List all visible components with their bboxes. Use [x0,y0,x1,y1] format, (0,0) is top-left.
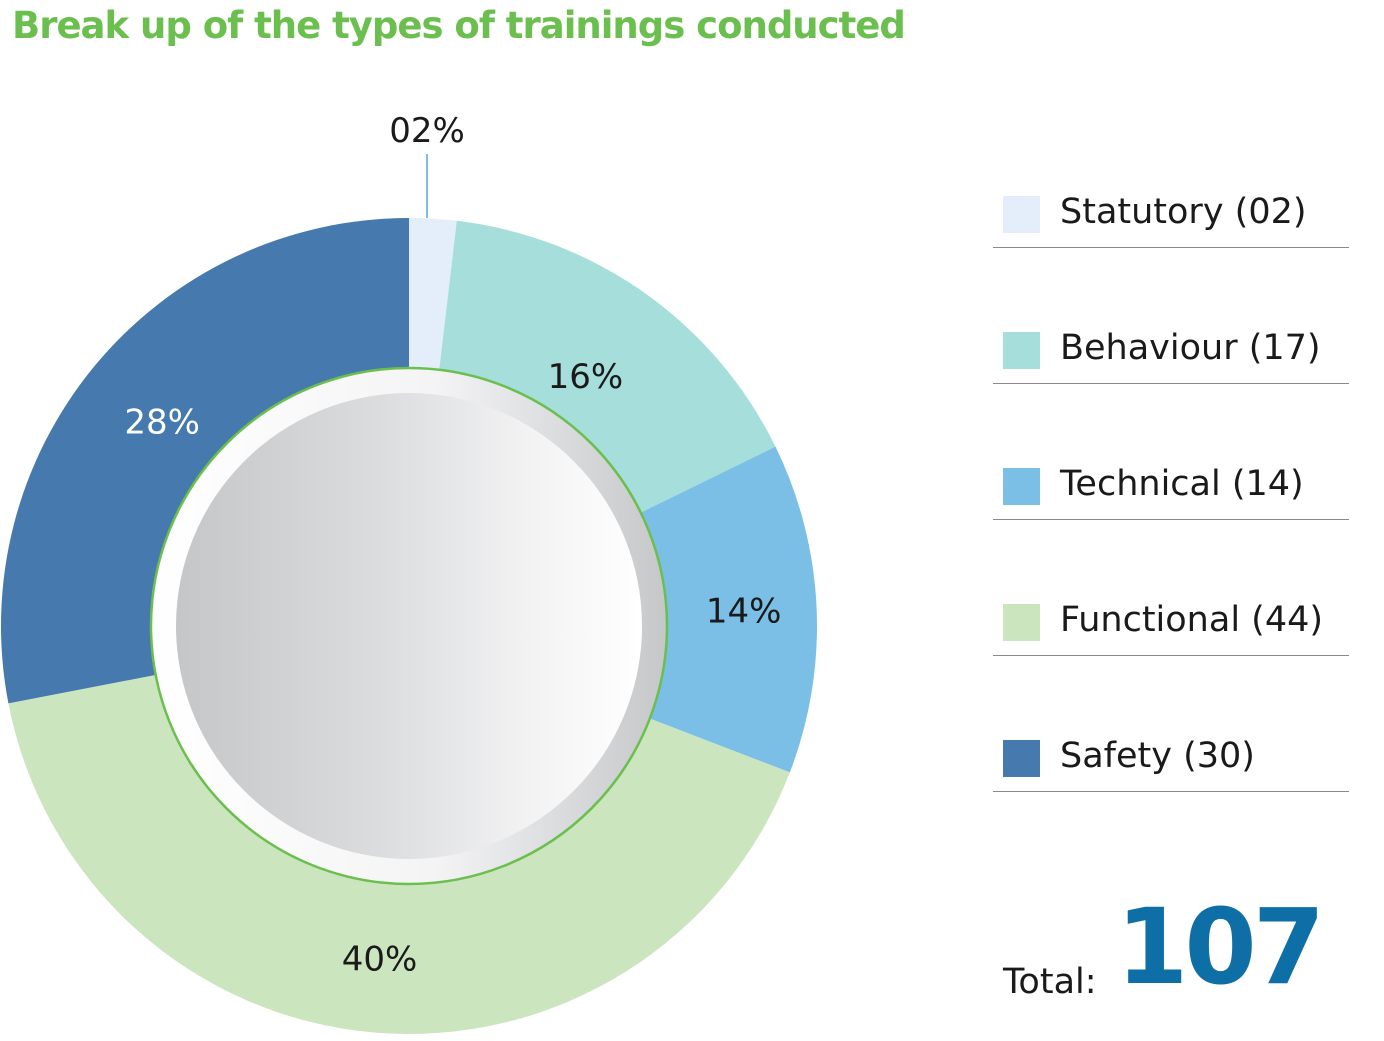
legend-label: Statutory (02) [1060,192,1307,232]
legend-label: Technical (14) [1060,464,1304,504]
total-label: Total: [1003,962,1097,1002]
legend: Statutory (02) Behaviour (17) Technical (1… [993,184,1349,864]
legend-item-statutory: Statutory (02) [993,184,1349,320]
legend-swatch [1003,196,1040,233]
legend-item-safety: Safety (30) [993,728,1349,864]
slice-label-statutory: 02% [389,111,465,151]
legend-divider [993,383,1349,384]
slice-label-functional: 40% [342,940,418,980]
slice-label-safety: 28% [124,402,200,442]
legend-swatch [1003,468,1040,505]
slice-technical [624,446,817,773]
legend-divider [993,247,1349,248]
donut-chart: 02% 16% 14% 40% 28% [1,111,817,1034]
center-disc [176,393,642,859]
legend-label: Safety (30) [1060,736,1255,776]
legend-item-behaviour: Behaviour (17) [993,320,1349,456]
legend-label: Functional (44) [1060,600,1324,640]
legend-swatch [1003,740,1040,777]
slice-label-technical: 14% [706,591,782,631]
slice-safety [1,218,409,704]
total-value: 107 [1116,886,1325,1008]
legend-item-technical: Technical (14) [993,456,1349,592]
chart-title: Break up of the types of trainings condu… [12,4,906,47]
legend-swatch [1003,604,1040,641]
slice-statutory [409,218,457,388]
slice-behaviour [437,220,776,521]
slice-labels: 02% 16% 14% 40% 28% [124,111,781,980]
legend-divider [993,655,1349,656]
legend-label: Behaviour (17) [1060,328,1321,368]
legend-item-functional: Functional (44) [993,592,1349,728]
legend-divider [993,791,1349,792]
slice-label-behaviour: 16% [548,357,624,397]
legend-swatch [1003,332,1040,369]
legend-divider [993,519,1349,520]
